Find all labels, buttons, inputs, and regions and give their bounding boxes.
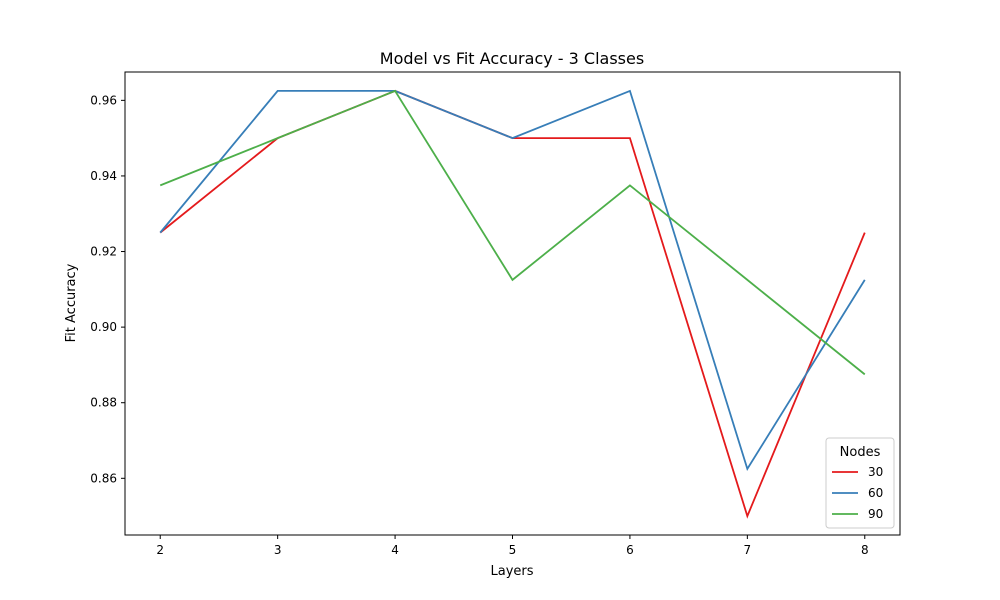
legend: Nodes 30 60 90: [825, 437, 895, 529]
legend-title: Nodes: [840, 445, 881, 460]
y-axis-label: Fit Accuracy: [64, 263, 79, 342]
x-tick-label: 7: [744, 543, 752, 557]
x-tick-label: 6: [626, 543, 634, 557]
y-tick-label: 0.92: [90, 245, 117, 259]
y-tick-label: 0.96: [90, 93, 117, 107]
y-tick-label: 0.90: [90, 320, 117, 334]
y-tick-label: 0.94: [90, 169, 117, 183]
legend-label-30: 30: [868, 465, 883, 479]
chart-title: Model vs Fit Accuracy - 3 Classes: [380, 49, 644, 68]
y-tick-label: 0.88: [90, 396, 117, 410]
legend-box: [825, 437, 895, 529]
y-tick-label: 0.86: [90, 471, 117, 485]
x-tick-label: 8: [861, 543, 869, 557]
series-line-30: [159, 89, 866, 519]
x-tick-label: 2: [156, 543, 164, 557]
legend-label-90: 90: [868, 507, 883, 521]
x-tick-label: 3: [274, 543, 282, 557]
x-tick-label: 4: [391, 543, 399, 557]
series-line-90: [159, 89, 866, 376]
plot-area: 2 3 4 5 6 7 8 0.86 0.88 0.90 0.92 0.94 0.96: [90, 71, 901, 557]
series-line-60: [159, 89, 866, 472]
legend-label-60: 60: [868, 486, 883, 500]
x-tick-label: 5: [509, 543, 517, 557]
x-axis-label: Layers: [490, 564, 533, 579]
axes-frame: [124, 71, 901, 536]
